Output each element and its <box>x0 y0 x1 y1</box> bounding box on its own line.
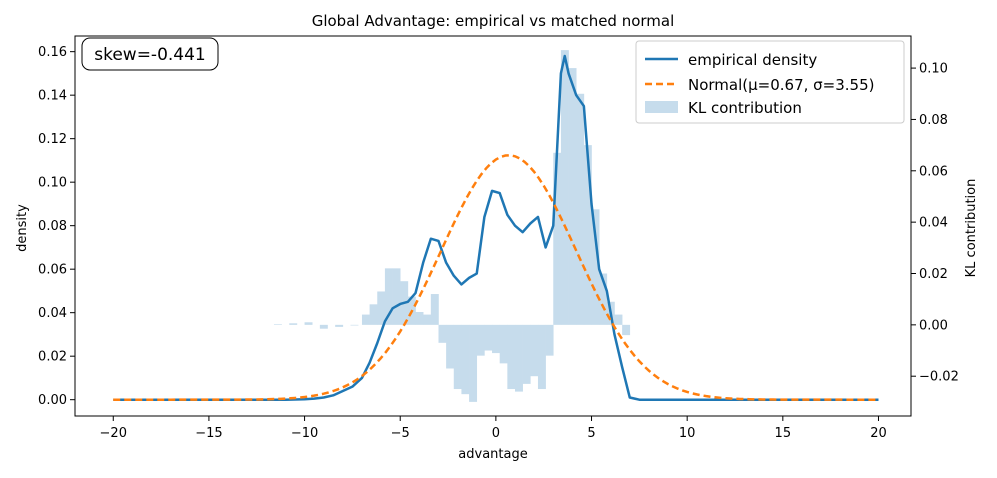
y-tick-label: 0.12 <box>38 132 67 147</box>
kl-bar <box>591 209 600 325</box>
kl-bar <box>515 324 523 392</box>
lines-layer <box>113 54 879 401</box>
x-tick-label: 15 <box>775 426 792 441</box>
skew-label: skew=-0.441 <box>94 45 206 65</box>
kl-bars-layer <box>273 50 631 402</box>
y2-tick-label: 0.00 <box>919 318 948 333</box>
y-tick-label: 0.06 <box>38 263 67 278</box>
x-tick-label: 5 <box>587 426 595 441</box>
y-tick-label: 0.00 <box>38 393 67 408</box>
x-tick-label: −10 <box>291 426 318 441</box>
x-tick-label: −5 <box>391 426 410 441</box>
y2-tick-label: −0.02 <box>919 370 959 385</box>
kl-bar <box>392 268 401 325</box>
skew-annotation: skew=-0.441 <box>81 37 219 71</box>
kl-bar <box>583 145 592 325</box>
x-axis: −20 −15 −10 −5 0 5 10 15 20 <box>100 416 887 441</box>
y-tick-label: 0.02 <box>38 350 67 365</box>
legend-box <box>635 40 905 124</box>
empirical-density-line <box>113 54 879 401</box>
kl-bar <box>492 324 500 354</box>
kl-bar <box>560 50 569 325</box>
kl-bar <box>350 324 359 326</box>
kl-bar <box>537 324 546 390</box>
x-tick-label: −15 <box>195 426 222 441</box>
x-axis-label: advantage <box>458 447 527 462</box>
kl-bar <box>599 273 608 325</box>
y-axis: 0.00 0.02 0.04 0.06 0.08 0.10 0.12 0.14 0.16 <box>38 45 75 408</box>
kl-bar <box>430 294 439 325</box>
kl-bar <box>446 324 455 369</box>
y2-tick-label: 0.06 <box>919 164 948 179</box>
chart-title: Global Advantage: empirical vs matched n… <box>312 12 675 30</box>
kl-bar <box>484 324 493 351</box>
kl-bar <box>476 324 485 356</box>
kl-bar <box>377 291 386 325</box>
kl-bar <box>369 304 378 325</box>
legend-label-normal: Normal(μ=0.67, σ=3.55) <box>688 76 875 94</box>
kl-bar <box>438 324 447 343</box>
kl-bar <box>461 324 470 395</box>
y2-axis: −0.02 0.00 0.02 0.04 0.06 0.08 0.10 <box>911 62 959 385</box>
skew-box <box>81 37 219 71</box>
kl-bar <box>319 324 328 329</box>
kl-bar <box>568 68 577 325</box>
y-tick-label: 0.04 <box>38 306 67 321</box>
y-tick-label: 0.08 <box>38 219 67 234</box>
kl-bar <box>545 324 554 356</box>
x-tick-label: 20 <box>870 426 887 441</box>
kl-bar <box>453 324 462 390</box>
kl-bar <box>553 152 562 325</box>
y2-tick-label: 0.10 <box>919 62 948 77</box>
x-tick-label: 0 <box>492 426 500 441</box>
kl-bar <box>614 314 623 325</box>
kl-bar <box>361 314 370 325</box>
legend-label-kl: KL contribution <box>688 99 802 117</box>
x-tick-label: 10 <box>679 426 696 441</box>
kl-bar <box>469 324 478 402</box>
kl-bar <box>289 323 298 325</box>
y2-axis-label: KL contribution <box>964 179 979 278</box>
kl-bar <box>530 324 539 377</box>
kl-bar <box>304 322 313 325</box>
y-axis-label: density <box>15 204 30 252</box>
kl-bar <box>499 324 508 364</box>
y-tick-label: 0.16 <box>38 45 67 60</box>
y-tick-label: 0.10 <box>38 176 67 191</box>
legend-swatch-kl <box>645 101 678 113</box>
normal-fit-line <box>113 154 879 401</box>
y2-tick-label: 0.04 <box>919 216 948 231</box>
y2-tick-label: 0.08 <box>919 113 948 128</box>
kl-bar <box>273 324 282 325</box>
kl-bar <box>423 314 432 325</box>
kl-bar <box>622 324 631 336</box>
kl-bar <box>415 312 424 325</box>
legend: empirical density Normal(μ=0.67, σ=3.55)… <box>635 40 905 124</box>
y-tick-label: 0.14 <box>38 89 67 104</box>
kl-bar <box>576 93 585 325</box>
kl-bar <box>335 324 344 327</box>
x-tick-label: −20 <box>100 426 127 441</box>
kl-bar <box>522 324 531 384</box>
y2-tick-label: 0.02 <box>919 267 948 282</box>
kl-bar <box>507 324 516 390</box>
kl-bar <box>384 268 393 325</box>
legend-label-empirical: empirical density <box>688 51 817 69</box>
